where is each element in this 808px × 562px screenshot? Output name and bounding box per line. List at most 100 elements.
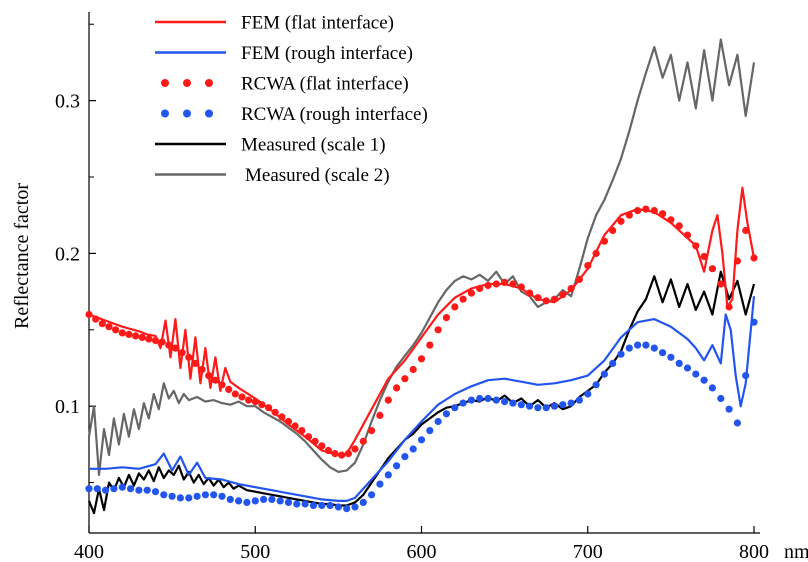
legend-label: FEM (rough interface) xyxy=(241,43,413,64)
data-point xyxy=(451,404,459,412)
data-point xyxy=(634,207,642,215)
data-point xyxy=(93,485,101,493)
data-point xyxy=(476,284,484,293)
data-point xyxy=(492,396,500,404)
legend-item: RCWA (flat interface) xyxy=(161,74,409,95)
data-point xyxy=(265,404,273,412)
data-point xyxy=(742,372,750,380)
x-tick-label: 500 xyxy=(240,541,270,562)
data-point xyxy=(451,303,459,311)
data-point xyxy=(176,494,184,502)
data-point xyxy=(484,281,492,290)
data-point xyxy=(135,486,143,494)
data-point xyxy=(459,399,467,407)
data-point xyxy=(417,355,426,363)
data-point xyxy=(309,501,317,510)
data-point xyxy=(284,498,293,506)
data-point xyxy=(226,495,234,503)
data-point xyxy=(258,401,266,409)
data-point xyxy=(401,453,409,461)
data-point xyxy=(127,485,135,493)
data-point xyxy=(542,297,550,305)
data-point xyxy=(235,497,243,505)
data-point xyxy=(178,349,186,357)
data-point xyxy=(642,341,650,349)
data-point xyxy=(326,501,334,510)
data-point xyxy=(625,211,633,219)
data-point xyxy=(118,483,126,491)
data-point xyxy=(165,341,173,349)
data-point xyxy=(733,257,742,265)
data-point xyxy=(567,399,575,407)
data-point xyxy=(708,384,717,392)
data-point xyxy=(617,350,625,358)
data-point xyxy=(276,497,284,505)
data-point xyxy=(467,289,475,297)
series-line-fem-rough-interface xyxy=(89,296,756,502)
legend-swatch-dot xyxy=(205,79,213,87)
data-point xyxy=(501,398,509,406)
data-point xyxy=(683,231,692,239)
series-line-measured-scale-2 xyxy=(87,38,756,476)
data-point xyxy=(132,332,140,340)
data-point xyxy=(331,450,339,458)
data-point xyxy=(85,310,93,319)
data-point xyxy=(550,402,559,410)
data-point xyxy=(526,289,534,297)
x-tick-label: 800 xyxy=(739,541,769,562)
data-point xyxy=(559,291,567,299)
data-point xyxy=(125,330,133,338)
data-point xyxy=(700,252,708,261)
y-axis-label: Reflectance factor xyxy=(11,183,33,329)
data-point xyxy=(467,396,475,404)
data-point xyxy=(238,393,246,401)
data-point xyxy=(708,265,717,273)
data-point xyxy=(384,396,392,404)
x-tick-label: 600 xyxy=(407,541,437,562)
data-point xyxy=(185,353,193,361)
data-point xyxy=(201,491,209,499)
data-point xyxy=(700,376,708,384)
data-point xyxy=(567,284,575,293)
legend-swatch-dot xyxy=(161,79,169,87)
data-point xyxy=(484,394,492,403)
data-point xyxy=(409,365,417,374)
data-point xyxy=(634,341,642,349)
data-point xyxy=(426,341,434,349)
data-point xyxy=(338,451,346,459)
data-point xyxy=(298,427,306,435)
data-point xyxy=(667,353,675,361)
data-point xyxy=(692,370,700,378)
legend-item: RCWA (rough interface) xyxy=(161,104,428,125)
data-point xyxy=(725,405,733,413)
data-point xyxy=(151,488,160,496)
data-point xyxy=(368,491,376,499)
legend-label: RCWA (rough interface) xyxy=(241,104,428,125)
data-point xyxy=(98,320,106,328)
data-point xyxy=(575,396,584,404)
data-point xyxy=(750,254,758,262)
legend-swatch-dot xyxy=(161,109,169,118)
data-point xyxy=(225,385,233,393)
chart-axes: 400 500 600 700 800 nm 0.1 0.2 0.3 xyxy=(55,12,808,562)
data-point xyxy=(245,396,253,404)
data-point xyxy=(205,372,213,380)
series-dots-rcwa-rough-interface xyxy=(85,318,758,513)
data-point xyxy=(368,427,376,435)
legend-swatch-dot xyxy=(205,109,213,118)
data-point xyxy=(659,349,667,357)
data-point xyxy=(476,394,484,403)
data-point xyxy=(442,314,450,322)
data-point xyxy=(592,381,600,389)
data-point xyxy=(118,329,126,337)
data-point xyxy=(650,207,658,215)
legend-item: FEM (rough interface) xyxy=(155,43,413,64)
data-point xyxy=(293,500,301,508)
data-point xyxy=(344,450,352,458)
data-point xyxy=(85,485,93,493)
data-point xyxy=(138,333,146,341)
data-point xyxy=(401,375,409,383)
data-point xyxy=(509,399,517,407)
chart-series-layer xyxy=(85,38,758,515)
